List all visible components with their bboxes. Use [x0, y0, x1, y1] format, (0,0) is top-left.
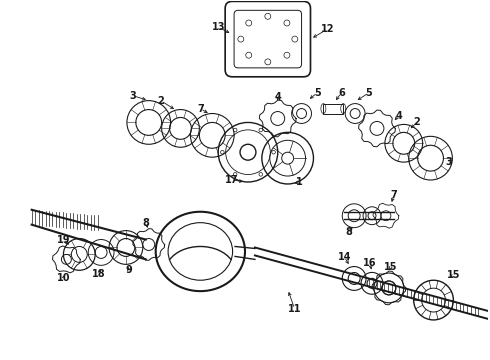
- Text: 4: 4: [395, 111, 402, 121]
- Text: 12: 12: [320, 24, 334, 34]
- Text: 8: 8: [142, 218, 149, 228]
- Text: 3: 3: [445, 157, 452, 167]
- Text: 18: 18: [92, 269, 106, 279]
- Text: 7: 7: [391, 190, 397, 200]
- Text: 5: 5: [314, 88, 321, 98]
- Text: 7: 7: [197, 104, 204, 113]
- Text: 8: 8: [346, 226, 353, 237]
- Text: 3: 3: [129, 91, 136, 101]
- Text: 10: 10: [57, 273, 70, 283]
- Text: 9: 9: [125, 265, 132, 275]
- Text: 2: 2: [157, 96, 164, 105]
- Bar: [323, 104, 343, 113]
- Text: 16: 16: [363, 258, 377, 268]
- Text: 17: 17: [225, 175, 239, 185]
- Text: 13: 13: [212, 22, 225, 32]
- Text: 15: 15: [446, 270, 460, 280]
- Text: 14: 14: [338, 252, 351, 262]
- Text: 1: 1: [296, 177, 303, 187]
- Text: 2: 2: [413, 117, 420, 127]
- Text: 5: 5: [366, 88, 372, 98]
- Text: 11: 11: [288, 304, 301, 314]
- Text: 19: 19: [57, 234, 70, 244]
- Text: 4: 4: [274, 92, 281, 102]
- Text: 15: 15: [384, 262, 397, 272]
- Text: 6: 6: [338, 88, 344, 98]
